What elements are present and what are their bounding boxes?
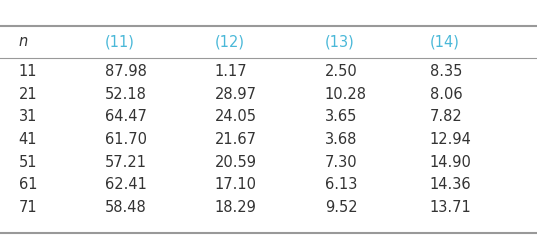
Text: 62.41: 62.41 bbox=[105, 177, 147, 192]
Text: (14): (14) bbox=[430, 34, 460, 49]
Text: n: n bbox=[19, 34, 28, 49]
Text: 28.97: 28.97 bbox=[215, 87, 257, 102]
Text: 57.21: 57.21 bbox=[105, 155, 147, 170]
Text: 71: 71 bbox=[19, 200, 38, 215]
Text: 52.18: 52.18 bbox=[105, 87, 147, 102]
Text: 41: 41 bbox=[19, 132, 37, 147]
Text: 13.71: 13.71 bbox=[430, 200, 471, 215]
Text: 7.30: 7.30 bbox=[325, 155, 358, 170]
Text: 87.98: 87.98 bbox=[105, 64, 147, 79]
Text: 8.06: 8.06 bbox=[430, 87, 462, 102]
Text: (13): (13) bbox=[325, 34, 354, 49]
Text: (11): (11) bbox=[105, 34, 135, 49]
Text: 12.94: 12.94 bbox=[430, 132, 471, 147]
Text: 61: 61 bbox=[19, 177, 37, 192]
Text: 9.52: 9.52 bbox=[325, 200, 358, 215]
Text: 18.29: 18.29 bbox=[215, 200, 257, 215]
Text: 3.65: 3.65 bbox=[325, 109, 357, 124]
Text: 17.10: 17.10 bbox=[215, 177, 257, 192]
Text: 21.67: 21.67 bbox=[215, 132, 257, 147]
Text: 10.28: 10.28 bbox=[325, 87, 367, 102]
Text: 7.82: 7.82 bbox=[430, 109, 462, 124]
Text: 64.47: 64.47 bbox=[105, 109, 147, 124]
Text: 61.70: 61.70 bbox=[105, 132, 147, 147]
Text: 2.50: 2.50 bbox=[325, 64, 358, 79]
Text: 24.05: 24.05 bbox=[215, 109, 257, 124]
Text: 1.17: 1.17 bbox=[215, 64, 248, 79]
Text: 8.35: 8.35 bbox=[430, 64, 462, 79]
Text: 31: 31 bbox=[19, 109, 37, 124]
Text: 3.68: 3.68 bbox=[325, 132, 357, 147]
Text: 14.36: 14.36 bbox=[430, 177, 471, 192]
Text: (12): (12) bbox=[215, 34, 245, 49]
Text: 6.13: 6.13 bbox=[325, 177, 357, 192]
Text: 58.48: 58.48 bbox=[105, 200, 147, 215]
Text: 21: 21 bbox=[19, 87, 38, 102]
Text: 14.90: 14.90 bbox=[430, 155, 471, 170]
Text: 11: 11 bbox=[19, 64, 37, 79]
Text: 20.59: 20.59 bbox=[215, 155, 257, 170]
Text: 51: 51 bbox=[19, 155, 37, 170]
